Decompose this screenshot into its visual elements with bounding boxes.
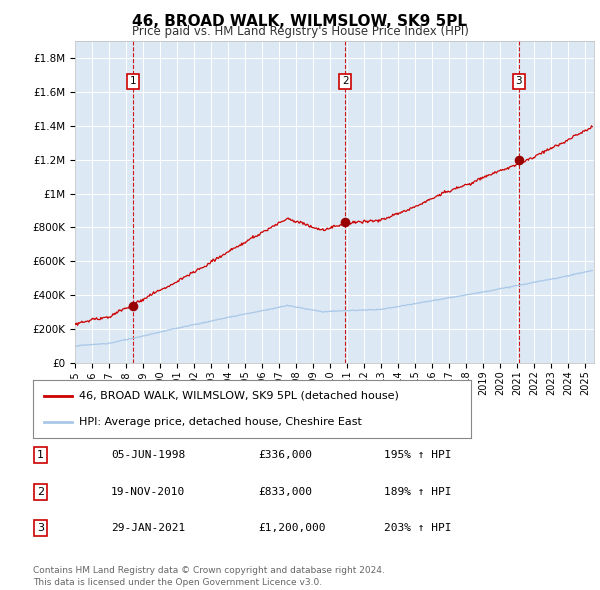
Text: 05-JUN-1998: 05-JUN-1998 — [111, 450, 185, 460]
Text: 2: 2 — [37, 487, 44, 497]
Text: 3: 3 — [515, 77, 522, 87]
Text: 203% ↑ HPI: 203% ↑ HPI — [384, 523, 452, 533]
Text: 189% ↑ HPI: 189% ↑ HPI — [384, 487, 452, 497]
Text: 29-JAN-2021: 29-JAN-2021 — [111, 523, 185, 533]
Text: HPI: Average price, detached house, Cheshire East: HPI: Average price, detached house, Ches… — [79, 417, 362, 427]
Text: 1: 1 — [130, 77, 137, 87]
Text: £833,000: £833,000 — [258, 487, 312, 497]
Point — [514, 155, 524, 165]
Text: £1,200,000: £1,200,000 — [258, 523, 325, 533]
Text: Contains HM Land Registry data © Crown copyright and database right 2024.
This d: Contains HM Land Registry data © Crown c… — [33, 566, 385, 587]
Text: Price paid vs. HM Land Registry's House Price Index (HPI): Price paid vs. HM Land Registry's House … — [131, 25, 469, 38]
Text: 46, BROAD WALK, WILMSLOW, SK9 5PL (detached house): 46, BROAD WALK, WILMSLOW, SK9 5PL (detac… — [79, 391, 399, 401]
Text: 2: 2 — [342, 77, 349, 87]
Point — [128, 301, 138, 311]
Text: 19-NOV-2010: 19-NOV-2010 — [111, 487, 185, 497]
Text: 46, BROAD WALK, WILMSLOW, SK9 5PL: 46, BROAD WALK, WILMSLOW, SK9 5PL — [133, 14, 467, 28]
Text: £336,000: £336,000 — [258, 450, 312, 460]
Point — [341, 217, 350, 227]
Text: 1: 1 — [37, 450, 44, 460]
Text: 195% ↑ HPI: 195% ↑ HPI — [384, 450, 452, 460]
Text: 3: 3 — [37, 523, 44, 533]
